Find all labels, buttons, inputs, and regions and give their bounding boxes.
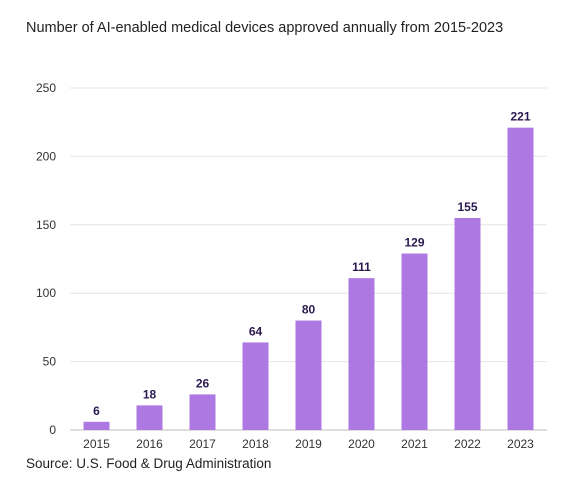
- bar-2022: [454, 217, 481, 430]
- y-tick-label: 0: [49, 423, 56, 437]
- data-label-2017: 26: [196, 376, 210, 390]
- bars: [83, 127, 534, 430]
- data-label-2020: 111: [352, 260, 371, 274]
- y-tick-label: 150: [36, 218, 56, 232]
- x-tick-label: 2019: [295, 437, 322, 451]
- data-labels: 6 18 26 64 80 111 129 155 221: [93, 110, 531, 418]
- x-tick-label: 2018: [242, 437, 269, 451]
- x-tick-label: 2023: [507, 437, 534, 451]
- x-tick-label: 2022: [454, 437, 481, 451]
- bar-2020: [348, 278, 375, 430]
- data-label-2016: 18: [143, 387, 157, 401]
- bar-2017: [189, 394, 216, 430]
- data-label-2022: 155: [457, 200, 477, 214]
- y-tick-label: 250: [36, 81, 56, 95]
- x-tick-label: 2017: [189, 437, 216, 451]
- y-axis-ticks: 0 50 100 150 200 250: [36, 81, 56, 437]
- bar-2015: [83, 421, 110, 430]
- y-tick-label: 200: [36, 149, 56, 163]
- x-tick-label: 2016: [136, 437, 163, 451]
- bar-2016: [136, 405, 163, 430]
- data-label-2018: 64: [249, 324, 263, 338]
- data-label-2021: 129: [404, 236, 424, 250]
- bar-2019: [295, 320, 322, 430]
- x-tick-label: 2015: [83, 437, 110, 451]
- x-axis-ticks: 2015 2016 2017 2018 2019 2020 2021 2022 2023: [83, 437, 534, 451]
- y-tick-label: 100: [36, 286, 56, 300]
- x-tick-label: 2021: [401, 437, 428, 451]
- data-label-2023: 221: [510, 110, 530, 124]
- bar-2023: [507, 127, 534, 430]
- data-label-2019: 80: [302, 303, 316, 317]
- y-tick-label: 50: [43, 355, 57, 369]
- data-label-2015: 6: [93, 404, 100, 418]
- bar-2018: [242, 342, 269, 430]
- chart-title: Number of AI-enabled medical devices app…: [26, 20, 504, 36]
- source-note: Source: U.S. Food & Drug Administration: [26, 456, 272, 471]
- x-tick-label: 2020: [348, 437, 375, 451]
- bar-2021: [401, 253, 428, 430]
